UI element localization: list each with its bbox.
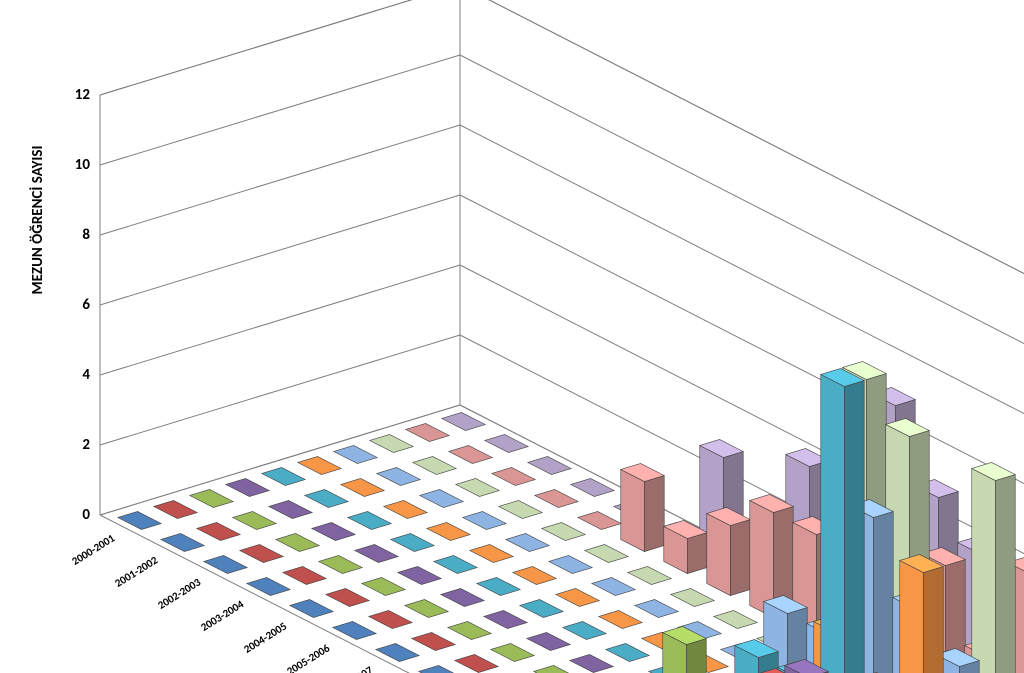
x-tick-label: 2006-2007 xyxy=(328,663,376,673)
x-tick-label: 2001-2002 xyxy=(113,553,161,590)
x-tick-label: 2005-2006 xyxy=(285,641,333,673)
z-tick-label: 10 xyxy=(75,156,91,174)
z-axis-title: MEZUN ÖĞRENCİ SAYISI xyxy=(28,146,47,295)
x-tick-label: 2000-2001 xyxy=(70,531,118,568)
x-tick-label: 2004-2005 xyxy=(242,619,290,656)
z-tick-label: 12 xyxy=(75,86,91,104)
z-tick-label: 4 xyxy=(82,366,90,384)
x-tick-label: 2003-2004 xyxy=(199,597,247,634)
z-tick-label: 6 xyxy=(82,296,90,314)
x-tick-label: 2002-2003 xyxy=(156,575,204,612)
z-tick-label: 2 xyxy=(82,436,90,454)
z-tick-label: 8 xyxy=(82,226,90,244)
z-tick-label: 0 xyxy=(82,506,90,524)
bar3d-chart: 0 2 4 6 8 10 12 2000-20012001-20022002-20032003… xyxy=(0,0,1024,673)
